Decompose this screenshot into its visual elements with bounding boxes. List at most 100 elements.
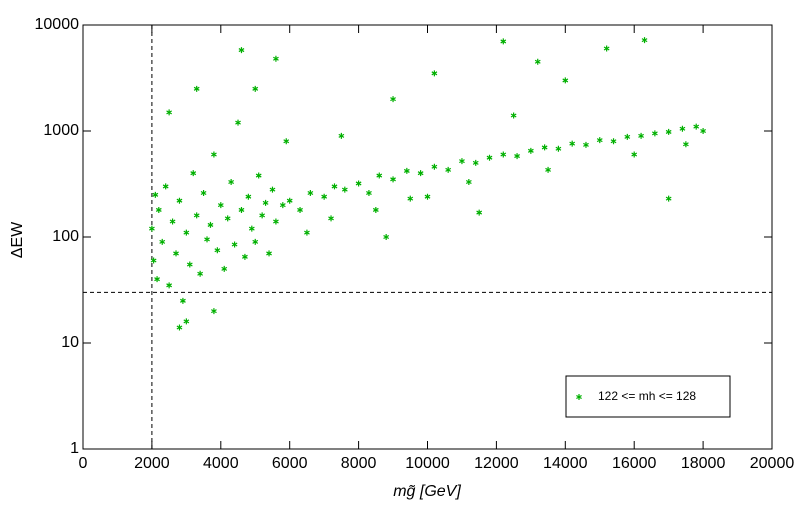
point: [248, 225, 255, 232]
x-tick-label: 0: [79, 455, 88, 472]
point: [583, 141, 589, 148]
point: [238, 206, 245, 213]
point: [596, 137, 603, 144]
point: [162, 183, 169, 190]
point: [424, 193, 431, 200]
point: [173, 250, 179, 257]
point: [183, 229, 190, 236]
legend-label: 122 <= mh <= 128: [598, 389, 696, 403]
x-tick-label: 12000: [474, 455, 519, 472]
point: [431, 163, 438, 170]
y-tick-label: 10000: [35, 16, 80, 33]
x-tick-label: 14000: [543, 455, 588, 472]
point: [255, 172, 262, 179]
point: [176, 324, 183, 331]
x-tick-label: 6000: [272, 455, 308, 472]
point: [500, 151, 507, 158]
point: [624, 133, 631, 140]
point: [207, 221, 214, 228]
x-axis-label: mg̃ [GeV]: [393, 483, 461, 500]
point: [266, 250, 272, 257]
point: [190, 170, 197, 177]
point: [390, 96, 396, 103]
point: [569, 140, 576, 147]
point: [562, 77, 569, 84]
point: [242, 253, 248, 260]
point: [555, 145, 562, 152]
point: [459, 158, 465, 165]
point: [159, 238, 166, 245]
point: [679, 125, 686, 132]
point: [527, 147, 534, 154]
point: [231, 241, 238, 248]
point: [304, 229, 310, 236]
point: [286, 197, 293, 204]
point: [176, 197, 183, 204]
point: [238, 47, 245, 54]
point: [169, 218, 176, 225]
point: [534, 58, 541, 65]
point: [252, 238, 259, 245]
point: [186, 261, 193, 268]
point: [193, 212, 200, 219]
point: [252, 85, 259, 92]
point: [217, 202, 224, 209]
point: [197, 270, 204, 277]
x-tick-label: 20000: [750, 455, 795, 472]
point: [150, 257, 157, 264]
point: [152, 191, 159, 198]
point: [366, 190, 372, 197]
point: [228, 179, 235, 186]
point: [403, 167, 410, 174]
point: [465, 179, 472, 186]
point: [269, 186, 276, 193]
point: [638, 132, 644, 139]
point: [221, 265, 228, 272]
point: [500, 38, 507, 45]
point: [224, 215, 231, 222]
point: [486, 154, 493, 161]
point: [338, 132, 345, 139]
point: [331, 183, 338, 190]
point: [700, 128, 706, 134]
point: [183, 318, 190, 325]
point: [307, 190, 314, 197]
point: [541, 144, 548, 151]
point: [166, 109, 173, 116]
x-tick-label: 16000: [612, 455, 657, 472]
point: [259, 212, 266, 219]
point: [372, 206, 379, 213]
legend-marker: [576, 394, 582, 400]
point: [545, 166, 551, 173]
point: [262, 199, 269, 206]
y-axis-label: ΔEW: [9, 221, 26, 258]
point: [631, 151, 638, 158]
point: [149, 225, 155, 232]
point: [376, 172, 383, 179]
legend: [565, 375, 731, 418]
point: [279, 202, 286, 209]
point: [610, 138, 617, 145]
point: [204, 236, 210, 243]
point: [476, 209, 483, 216]
y-tick-label: 1000: [43, 122, 79, 139]
point: [407, 195, 414, 202]
y-tick-label: 1: [70, 440, 79, 457]
point: [193, 85, 200, 92]
point: [341, 186, 348, 193]
x-tick-label: 8000: [341, 455, 377, 472]
point: [321, 193, 328, 200]
point: [390, 176, 396, 183]
x-tick-label: 4000: [203, 455, 239, 472]
point: [651, 130, 658, 137]
point: [235, 119, 241, 126]
point: [211, 308, 217, 315]
point: [200, 190, 207, 197]
point: [273, 218, 279, 225]
point: [472, 159, 479, 166]
x-tick-label: 10000: [405, 455, 450, 472]
point: [355, 180, 362, 187]
point: [682, 141, 689, 148]
point: [603, 45, 610, 52]
